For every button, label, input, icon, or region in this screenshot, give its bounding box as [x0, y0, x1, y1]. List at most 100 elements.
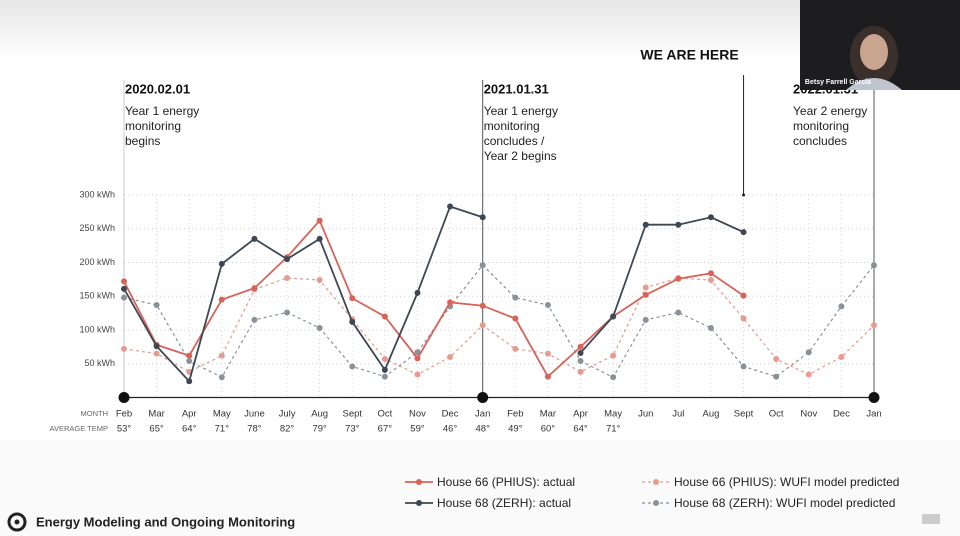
x-tick-label: Nov — [409, 409, 426, 420]
series-point — [316, 324, 323, 331]
series-point — [251, 285, 258, 292]
series-line — [123, 218, 745, 379]
footer: Energy Modeling and Ongoing Monitoring — [7, 512, 940, 532]
milestone-text: monitoring — [125, 119, 181, 133]
series-point — [218, 296, 225, 303]
series-point — [479, 214, 486, 221]
series-point — [707, 324, 714, 331]
series-point — [479, 262, 486, 269]
x-tick-label: Dec — [833, 409, 850, 420]
series-point — [838, 354, 845, 360]
series-point — [707, 270, 714, 277]
milestone-text: monitoring — [793, 119, 849, 133]
series-point — [121, 294, 127, 301]
legend-dot — [416, 500, 422, 506]
temp-label: 49° — [508, 424, 523, 435]
milestone-text: monitoring — [484, 119, 540, 133]
row-label: AVERAGE TEMP — [50, 424, 109, 433]
x-tick-label: July — [279, 409, 296, 420]
legend-dot — [653, 479, 659, 485]
y-tick-label: 300 kWh — [79, 189, 115, 199]
milestone-text: begins — [125, 134, 160, 148]
series-point — [740, 229, 747, 236]
logo — [922, 514, 940, 524]
chart: 50 kWh 100 kWh 150 kWh 200 kWh 250 kWh 300 kW… — [50, 47, 900, 510]
series-point — [186, 378, 193, 385]
milestone-text: concludes — [793, 134, 847, 148]
series-point — [512, 294, 519, 301]
x-tick-label: Feb — [116, 409, 132, 420]
series-point — [871, 262, 877, 269]
series-point — [805, 371, 812, 378]
series-point — [740, 363, 747, 370]
x-tick-label: Mar — [148, 409, 164, 420]
milestone-dot — [477, 392, 489, 403]
series-point — [349, 363, 356, 370]
series-point — [284, 275, 291, 282]
series-point — [121, 345, 127, 352]
series-point — [544, 350, 551, 357]
series-point — [447, 354, 454, 360]
series-point — [838, 303, 845, 310]
milestone-date: 2021.01.31 — [484, 81, 549, 96]
series-point — [121, 285, 127, 292]
series-point — [381, 373, 388, 380]
series-point — [610, 352, 617, 359]
series-point — [414, 355, 421, 362]
series-point — [610, 313, 617, 320]
series-point — [316, 277, 323, 284]
presenter-name: Betsy Farrell Garcia — [805, 79, 871, 86]
series-point — [642, 284, 649, 291]
series-point — [349, 318, 356, 325]
here-label: WE ARE HERE — [640, 47, 738, 63]
y-tick-label: 250 kWh — [79, 223, 115, 233]
series-point — [740, 315, 747, 322]
series-point — [512, 345, 519, 352]
legend-dot — [653, 500, 659, 506]
milestone-text: Year 2 energy — [793, 104, 867, 118]
milestone-dot — [118, 392, 130, 403]
temp-label: 46° — [443, 424, 458, 435]
series-point — [447, 299, 454, 306]
series-point — [284, 256, 291, 263]
series-point — [610, 374, 617, 381]
series-point — [186, 352, 193, 359]
presenter-face — [860, 34, 888, 70]
temp-label: 71° — [606, 424, 621, 435]
series-point — [251, 316, 258, 323]
series-line — [123, 277, 875, 376]
temp-label: 64° — [182, 424, 197, 435]
x-tick-label: Jul — [672, 409, 684, 420]
series-point — [544, 302, 551, 309]
series-point — [642, 291, 649, 298]
x-tick-label: Apr — [573, 409, 588, 420]
legend-dot — [416, 479, 422, 485]
series-point — [316, 235, 323, 242]
series-point — [316, 217, 323, 224]
series-point — [773, 373, 780, 380]
series-point — [544, 373, 551, 380]
series-point — [414, 289, 421, 296]
legend-label: House 68 (ZERH): WUFI model predicted — [674, 496, 895, 510]
x-tick-label: May — [213, 409, 231, 420]
series-point — [381, 313, 388, 320]
x-tick-label: Apr — [182, 409, 197, 420]
webcam: Betsy Farrell Garcia — [800, 0, 960, 90]
x-tick-label: Aug — [311, 409, 328, 420]
y-tick-label: 50 kWh — [84, 358, 115, 368]
milestone-text: Year 1 energy — [484, 104, 558, 118]
series-point — [871, 322, 877, 329]
series-point — [479, 302, 486, 309]
series-point — [805, 349, 812, 356]
series-point — [153, 343, 160, 350]
series-point — [284, 309, 291, 316]
x-tick-label: Nov — [800, 409, 817, 420]
milestone-text: concludes / — [484, 134, 545, 148]
series-point — [675, 275, 682, 282]
series-point — [153, 350, 160, 357]
milestone-dot — [868, 392, 880, 403]
series-point — [381, 366, 388, 373]
temp-label: 67° — [378, 424, 393, 435]
x-tick-label: Oct — [377, 409, 392, 420]
